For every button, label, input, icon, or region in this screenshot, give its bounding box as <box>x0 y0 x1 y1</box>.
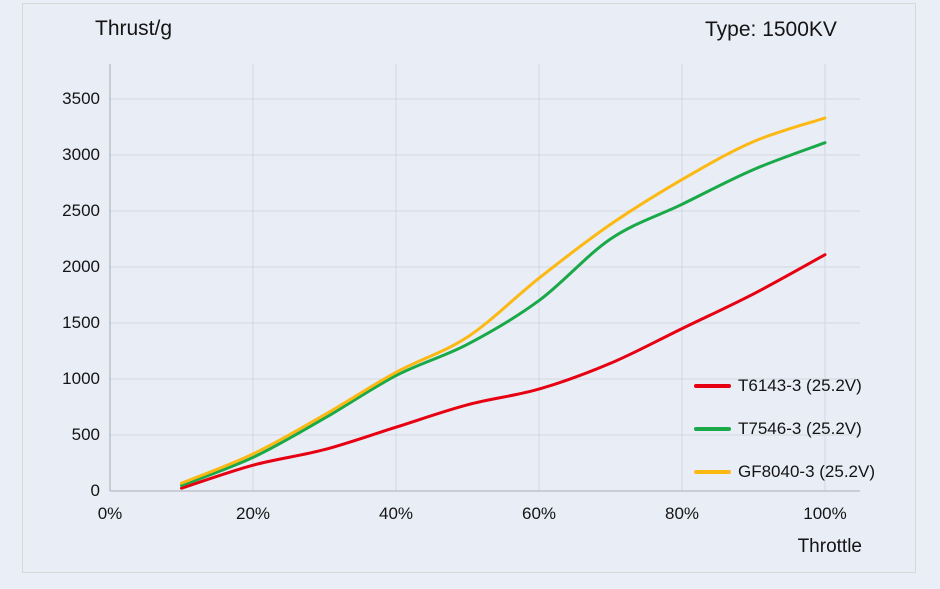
series-line-gf8040-3 <box>180 116 827 485</box>
series-line-t6143-3 <box>180 253 827 490</box>
y-axis-title: Thrust/g <box>95 17 173 40</box>
legend-label-gf8040: GF8040-3 (25.2V) <box>738 462 876 481</box>
y-tick-label: 1000 <box>62 369 100 388</box>
legend-swatch-yellow-line <box>694 470 731 474</box>
series-curves <box>180 116 827 490</box>
y-tick-label: 0 <box>90 481 100 500</box>
axes <box>109 64 860 492</box>
legend-item-t6143: T6143-3 (25.2V) <box>694 376 875 395</box>
series-line-t7546-3 <box>180 141 827 487</box>
y-tick-label: 500 <box>71 425 100 444</box>
legend-label-t6143: T6143-3 (25.2V) <box>738 376 862 395</box>
x-tick-label: 100% <box>803 504 847 523</box>
x-tick-label: 80% <box>664 504 700 523</box>
legend-swatch-green-line <box>694 427 731 431</box>
y-tick-label: 2500 <box>62 201 100 220</box>
y-tick-label: 1500 <box>62 313 100 332</box>
legend: T6143-3 (25.2V) T7546-3 (25.2V) GF8040-3… <box>694 376 876 506</box>
x-tick-label: 40% <box>378 504 414 523</box>
x-tick-label: 0% <box>97 504 123 523</box>
legend-item-gf8040: GF8040-3 (25.2V) <box>694 462 876 481</box>
legend-swatch-red-line <box>694 384 731 388</box>
legend-item-t7546: T7546-3 (25.2V) <box>694 419 875 438</box>
y-tick-label: 3500 <box>62 89 100 108</box>
y-tick-label: 3000 <box>62 145 100 164</box>
x-tick-label: 20% <box>235 504 271 523</box>
legend-label-t7546: T7546-3 (25.2V) <box>738 419 862 438</box>
motor-type-label: Type: 1500KV <box>705 18 837 41</box>
y-tick-label: 2000 <box>62 257 100 276</box>
x-axis-title: Throttle <box>797 536 862 557</box>
x-tick-label: 60% <box>521 504 557 523</box>
